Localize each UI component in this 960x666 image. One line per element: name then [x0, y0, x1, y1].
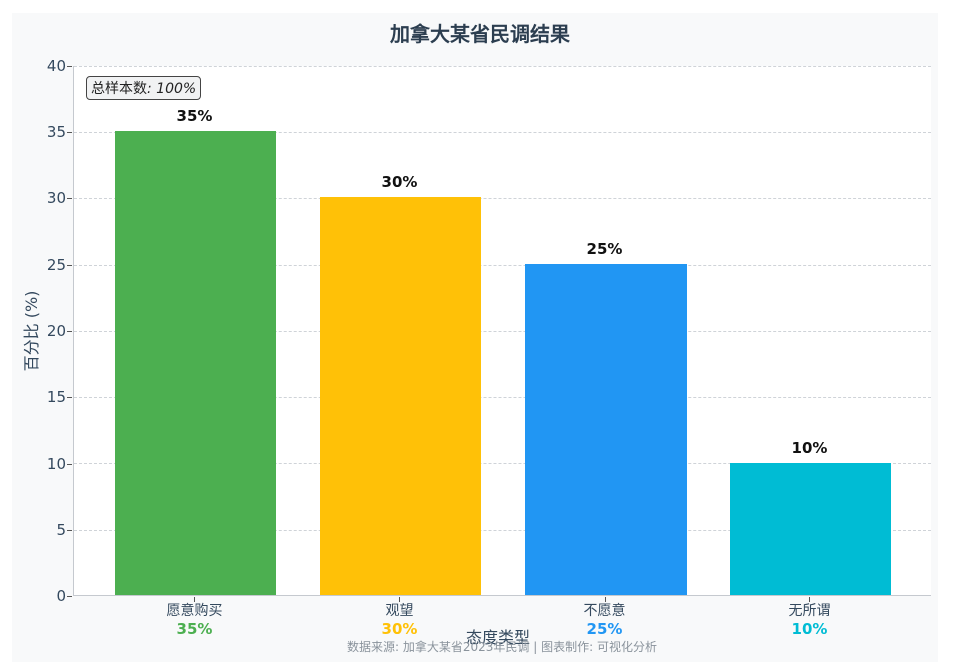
- chart-title: 加拿大某省民调结果: [390, 22, 570, 46]
- y-tick-label: 30: [46, 189, 66, 207]
- y-tick-label: 10: [46, 455, 66, 473]
- gridline: [74, 66, 931, 67]
- x-tick-mark: [605, 597, 606, 602]
- bar-willing-to-buy: [115, 131, 276, 595]
- x-tick-mark: [194, 597, 195, 602]
- annotation-label: 总样本数: [91, 81, 147, 97]
- y-tick-mark: [67, 198, 72, 199]
- bar-value-label: 25%: [586, 240, 623, 258]
- source-footnote: 数据来源: 加拿大某省2023年民调 | 图表制作: 可视化分析: [347, 640, 657, 654]
- gridline: [74, 463, 931, 464]
- x-tick-label: 不愿意: [583, 603, 626, 619]
- gridline: [74, 331, 931, 332]
- y-tick-mark: [67, 397, 72, 398]
- y-tick-label: 15: [46, 388, 66, 406]
- y-axis-title: 百分比 (%): [22, 290, 41, 372]
- y-tick-label: 40: [46, 57, 66, 75]
- bar-wait-and-see: [320, 197, 481, 595]
- x-tick-mark: [399, 597, 400, 602]
- y-tick-mark: [67, 530, 72, 531]
- bar-indifferent: [730, 463, 891, 595]
- y-tick-label: 25: [46, 256, 66, 274]
- bar-value-label: 30%: [381, 173, 418, 191]
- x-tick-percent: 25%: [586, 620, 623, 638]
- x-tick-percent: 10%: [791, 620, 828, 638]
- x-tick-label: 观望: [385, 603, 414, 619]
- x-tick-label: 无所谓: [788, 603, 831, 619]
- y-tick-mark: [67, 66, 72, 67]
- bar-unwilling: [525, 264, 687, 595]
- gridline: [74, 530, 931, 531]
- y-tick-mark: [67, 132, 72, 133]
- gridline: [74, 397, 931, 398]
- y-tick-label: 35: [46, 123, 66, 141]
- bar-value-label: 35%: [176, 107, 213, 125]
- annotation-value: : 100%: [147, 81, 197, 97]
- y-tick-mark: [67, 331, 72, 332]
- y-tick-label: 5: [56, 521, 66, 539]
- x-tick-percent: 35%: [176, 620, 213, 638]
- y-tick-mark: [67, 265, 72, 266]
- gridline: [74, 198, 931, 199]
- x-tick-mark: [809, 597, 810, 602]
- y-tick-label: 20: [46, 322, 66, 340]
- x-tick-label: 愿意购买: [166, 603, 223, 619]
- bar-value-label: 10%: [791, 439, 828, 457]
- plot-area: [73, 66, 931, 596]
- x-axis-title: 态度类型: [466, 628, 531, 647]
- x-tick-percent: 30%: [381, 620, 418, 638]
- sample-size-annotation: 总样本数: 100%: [86, 76, 202, 100]
- y-tick-mark: [67, 596, 72, 597]
- y-tick-mark: [67, 464, 72, 465]
- gridline: [74, 265, 931, 266]
- gridline: [74, 132, 931, 133]
- y-tick-label: 0: [56, 587, 66, 605]
